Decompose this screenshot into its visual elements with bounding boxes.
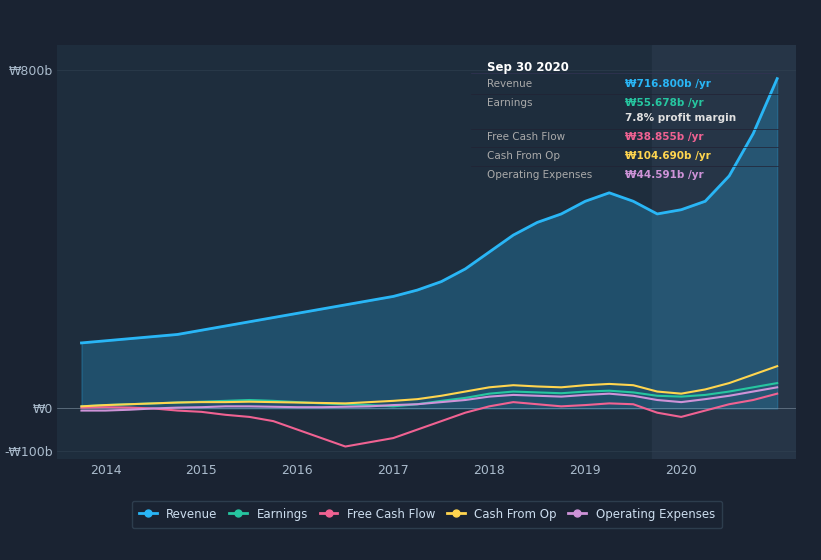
Text: 7.8% profit margin: 7.8% profit margin [625,114,736,124]
Legend: Revenue, Earnings, Free Cash Flow, Cash From Op, Operating Expenses: Revenue, Earnings, Free Cash Flow, Cash … [132,501,722,528]
Text: Revenue: Revenue [487,79,532,89]
Text: Free Cash Flow: Free Cash Flow [487,132,565,142]
Text: ₩38.855b /yr: ₩38.855b /yr [625,132,703,142]
Text: Cash From Op: Cash From Op [487,151,560,161]
Text: ₩55.678b /yr: ₩55.678b /yr [625,98,704,108]
Bar [653,45,796,459]
Text: Sep 30 2020: Sep 30 2020 [487,60,568,74]
Text: ₩104.690b /yr: ₩104.690b /yr [625,151,710,161]
Text: ₩44.591b /yr: ₩44.591b /yr [625,170,704,180]
Text: ₩716.800b /yr: ₩716.800b /yr [625,79,710,89]
Text: Operating Expenses: Operating Expenses [487,170,592,180]
Text: Earnings: Earnings [487,98,532,108]
